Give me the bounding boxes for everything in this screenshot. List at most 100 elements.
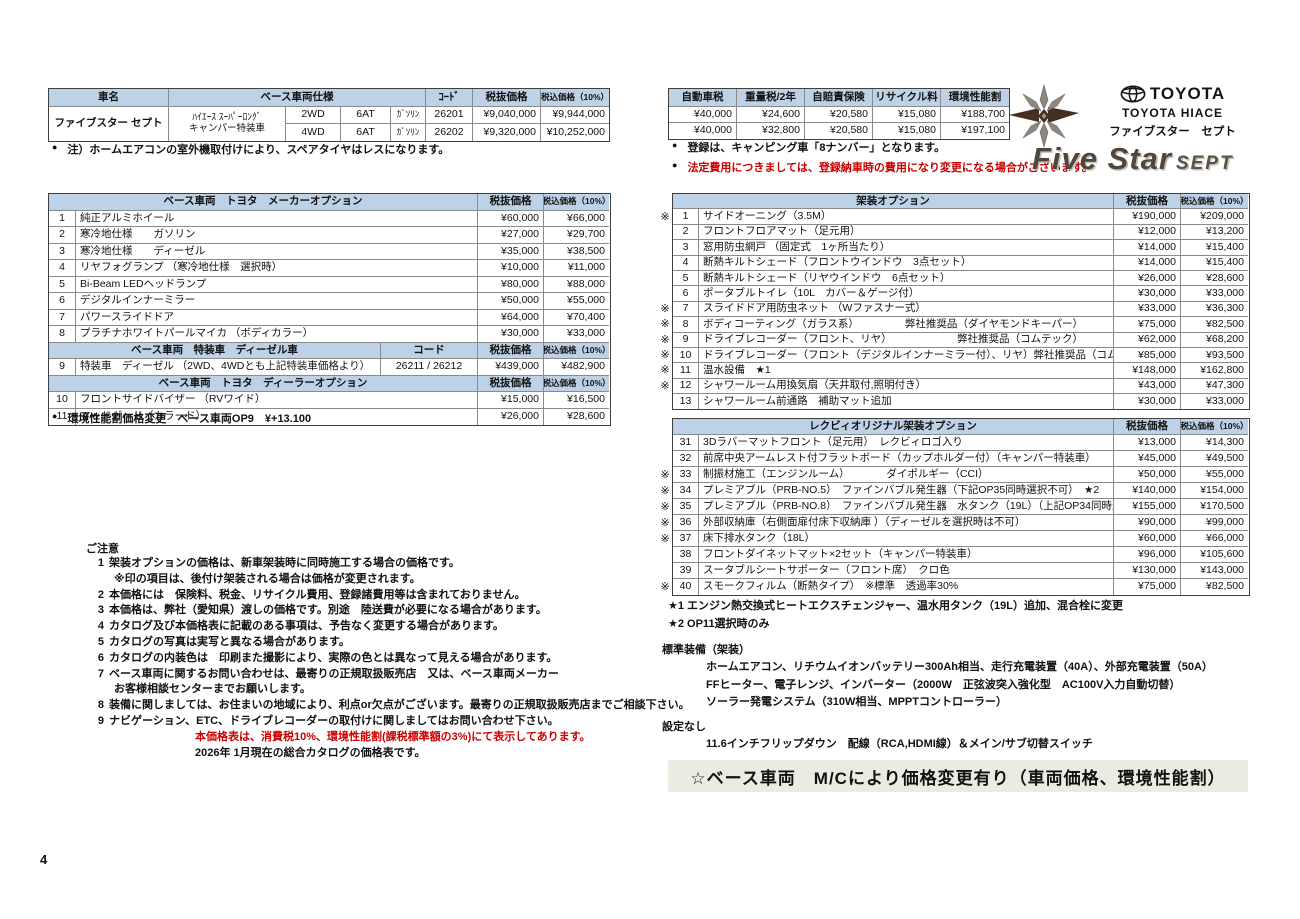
tax-value: ¥20,580	[805, 123, 873, 139]
base-model-line2: キャンパー特装車	[188, 123, 265, 134]
price-inc-tax: ¥33,000	[1206, 395, 1244, 408]
price-inc-tax: ¥14,300	[1181, 435, 1248, 451]
option-row: 6 ポータブルトイレ（10L カバー＆ゲージ付） ¥30,000 ¥33,000	[673, 286, 1249, 302]
price-ex-tax: ¥60,000	[478, 210, 544, 227]
dealer-options-rows: 10 フロントサイドバイザー （RVワイド） ¥15,000 ¥16,500 1…	[49, 392, 610, 425]
price-inc-tax: ¥99,000	[1181, 515, 1248, 531]
caution-number: 7	[97, 667, 104, 680]
col-header-code: コード	[381, 342, 478, 359]
bullet-icon: ●	[52, 411, 58, 421]
price-inc-tax: ¥82,500	[1181, 317, 1248, 333]
base-model-line1: ﾊｲｴｰｽ ｽｰﾊﾟｰﾛﾝｸﾞ	[192, 112, 262, 124]
price-ex-tax: ¥30,000	[1114, 394, 1181, 410]
vehicle-spec-table: 車名 ベース車両仕様 ｺｰﾄﾞ 税抜価格 税込価格（10%） ファイブスター セ…	[48, 88, 610, 142]
variant-price-ex: ¥9,320,000	[473, 124, 541, 141]
option-description: フロントサイドバイザー （RVワイド）	[76, 392, 478, 409]
price-ex-tax: ¥14,000	[1114, 240, 1181, 256]
price-inc-tax: ¥15,400	[1181, 240, 1248, 256]
recvee-options-header: レクビィオリジナル架装オプション 税抜価格 税込価格（10%）	[673, 419, 1249, 435]
option-row: 34 プレミアブル（PRB-NO.5） ファインバブル発生器（下記OP35同時選…	[673, 483, 1249, 499]
price-ex-tax: ¥140,000	[1114, 483, 1181, 499]
option-number: 7	[673, 301, 699, 318]
retrofit-mark	[658, 270, 672, 285]
price-ex-tax: ¥45,000	[1114, 451, 1181, 467]
retrofit-mark	[658, 450, 672, 466]
option-description: フロントダイネットマット×2セット（キャンパー特装車）	[699, 547, 1114, 563]
caution-line: 9 ナビゲーション、ETC、ドライブレコーダーの取付けに関しましてはお問い合わせ…	[90, 714, 690, 730]
base-model: ﾊｲｴｰｽ ｽｰﾊﾟｰﾛﾝｸﾞ キャンパー特装車	[169, 107, 286, 141]
option-row: 1 サイドオーニング（3.5M） ¥190,000 ¥209,000	[673, 209, 1249, 225]
toyota-logo-block: TOYOTA TOYOTA HIACE ファイブスター セプト	[1090, 84, 1255, 139]
option-row: 7 パワースライドドア ¥64,000 ¥70,400	[49, 309, 610, 326]
toyota-mark-icon	[1120, 85, 1146, 103]
caution-line: 7 ベース車両に関するお問い合わせは、最寄りの正規取扱販売店 又は、ベース車両メ…	[90, 667, 690, 683]
special-vehicle-header: ベース車両 特装車 ディーゼル車 コード 税抜価格 税込価格（10%）	[49, 342, 610, 359]
col-header-price-ex: 税抜価格	[478, 194, 544, 211]
option-number: 10	[49, 392, 76, 409]
option-row: 3 寒冷地仕様 ディーゼル ¥35,000 ¥38,500	[49, 243, 610, 260]
retrofit-mark	[658, 393, 672, 408]
option-number: 7	[49, 309, 76, 326]
price-ex-tax: ¥96,000	[1114, 547, 1181, 563]
price-change-banner: ☆ベース車両 M/Cにより価格変更有り（車両価格、環境性能割）	[668, 760, 1248, 792]
caution-line: お客様相談センターまでお願いします。	[90, 682, 690, 698]
caution-number: 4	[97, 620, 104, 633]
variant-drive: 4WD	[286, 124, 341, 141]
model-name: TOYOTA HIACE	[1121, 106, 1224, 120]
option-description: プラチナホワイトパールマイカ （ボディカラー）	[76, 326, 478, 343]
registration-note-line: ● 法定費用につきましては、登録納車時の費用になり変更になる場合がございます。	[672, 160, 1093, 174]
option-number: 3	[49, 243, 76, 260]
retrofit-mark	[658, 285, 672, 300]
retrofit-mark: ※	[660, 333, 670, 346]
five-star-emblem	[1009, 83, 1079, 149]
price-inc-tax: ¥38,500	[544, 244, 609, 260]
option-number: 3	[673, 240, 699, 256]
retrofit-mark: ※	[660, 349, 670, 362]
price-ex-tax: ¥50,000	[478, 293, 544, 310]
variant-code: 26202	[426, 124, 473, 141]
option-number: 6	[49, 293, 76, 310]
caution-number: 2	[97, 588, 104, 601]
section-title: 架装オプション	[673, 194, 1114, 210]
price-inc-tax: ¥143,000	[1181, 563, 1248, 579]
recvee-options-rows: 31 3Dラバーマットフロント（足元用） レクビィロゴ入り ¥13,000 ¥1…	[673, 435, 1249, 595]
price-ex-tax: ¥10,000	[478, 260, 544, 277]
equipment-line: ホームエアコン、リチウムイオンバッテリー300Ah相当、走行充電装置（40A）、…	[706, 661, 1213, 673]
price-ex-tax: ¥13,000	[1114, 435, 1181, 451]
option-description: 床下排水タンク（18L）	[699, 531, 1114, 547]
option-row: 2 寒冷地仕様 ガソリン ¥27,000 ¥29,700	[49, 227, 610, 244]
option-number: 1	[49, 210, 76, 227]
variant-code: 26201	[426, 107, 473, 124]
bullet-icon: ●	[672, 140, 678, 150]
option-row: 7 スライドドア用防虫ネット （Wファスナー式） ¥33,000 ¥36,300	[673, 301, 1249, 318]
caution-line: 1 架装オプションの価格は、新車架装時に同時施工する場合の価格です。	[90, 556, 690, 572]
equipment-line: FFヒーター、電子レンジ、インバーター（2000W 正弦波突入強化型 AC100…	[706, 678, 1181, 691]
caution-line: ※印の項目は、後付け架装される場合は価格が変更されます。	[90, 572, 690, 588]
page-number: 4	[40, 852, 48, 867]
price-inc-tax: ¥11,000	[544, 260, 609, 277]
recvee-options-table: レクビィオリジナル架装オプション 税抜価格 税込価格（10%） 31 3Dラバー…	[672, 418, 1250, 596]
option-description: 制振材施工（エンジンルーム） ダイポルギー（CCI）	[699, 467, 1114, 483]
price-ex-tax: ¥148,000	[1114, 363, 1181, 379]
option-description: フロントフロアマット（足元用）	[699, 224, 1114, 241]
section-title: ベース車両 トヨタ ディーラーオプション	[49, 375, 478, 392]
price-inc-tax: ¥66,000	[544, 211, 609, 227]
recommended-product-note: 弊社推奨品（コムテック）	[1033, 348, 1113, 361]
option-row: 39 スータブルシートサポーター（フロント席） クロ色 ¥130,000 ¥14…	[673, 563, 1249, 579]
option-row: 4 断熱キルトシェード（フロントウインドウ 3点セット） ¥14,000 ¥15…	[673, 255, 1249, 271]
option-number: 8	[49, 326, 76, 343]
option-row: 6 デジタルインナーミラー ¥50,000 ¥55,000	[49, 293, 610, 310]
tax-value: ¥197,100	[961, 124, 1005, 137]
option-number: 37	[673, 531, 699, 547]
price-ex-tax: ¥439,000	[478, 359, 544, 376]
price-ex-tax: ¥26,000	[478, 408, 544, 425]
price-inc-tax: ¥47,300	[1181, 379, 1248, 395]
spare-tire-note: ● 注）ホームエアコンの室外機取付けにより、スペアタイヤはレスになります。	[52, 142, 450, 156]
option-description: プレミアブル（PRB-NO.5） ファインバブル発生器（下記OP35同時選択不可…	[699, 483, 1114, 499]
option-row: 10 ドライブレコーダー（フロント（デジタルインナーミラー付）、リヤ） 弊社推奨品…	[673, 347, 1249, 364]
caution-number: 8	[97, 699, 104, 712]
option-description: 温水設備 ★1	[699, 363, 1114, 379]
col-header-code: ｺｰﾄﾞ	[426, 89, 473, 107]
maker-options-header: ベース車両 トヨタ メーカーオプション 税抜価格 税込価格（10%）	[49, 194, 610, 211]
option-row: 33 制振材施工（エンジンルーム） ダイポルギー（CCI） ¥50,000 ¥5…	[673, 467, 1249, 483]
